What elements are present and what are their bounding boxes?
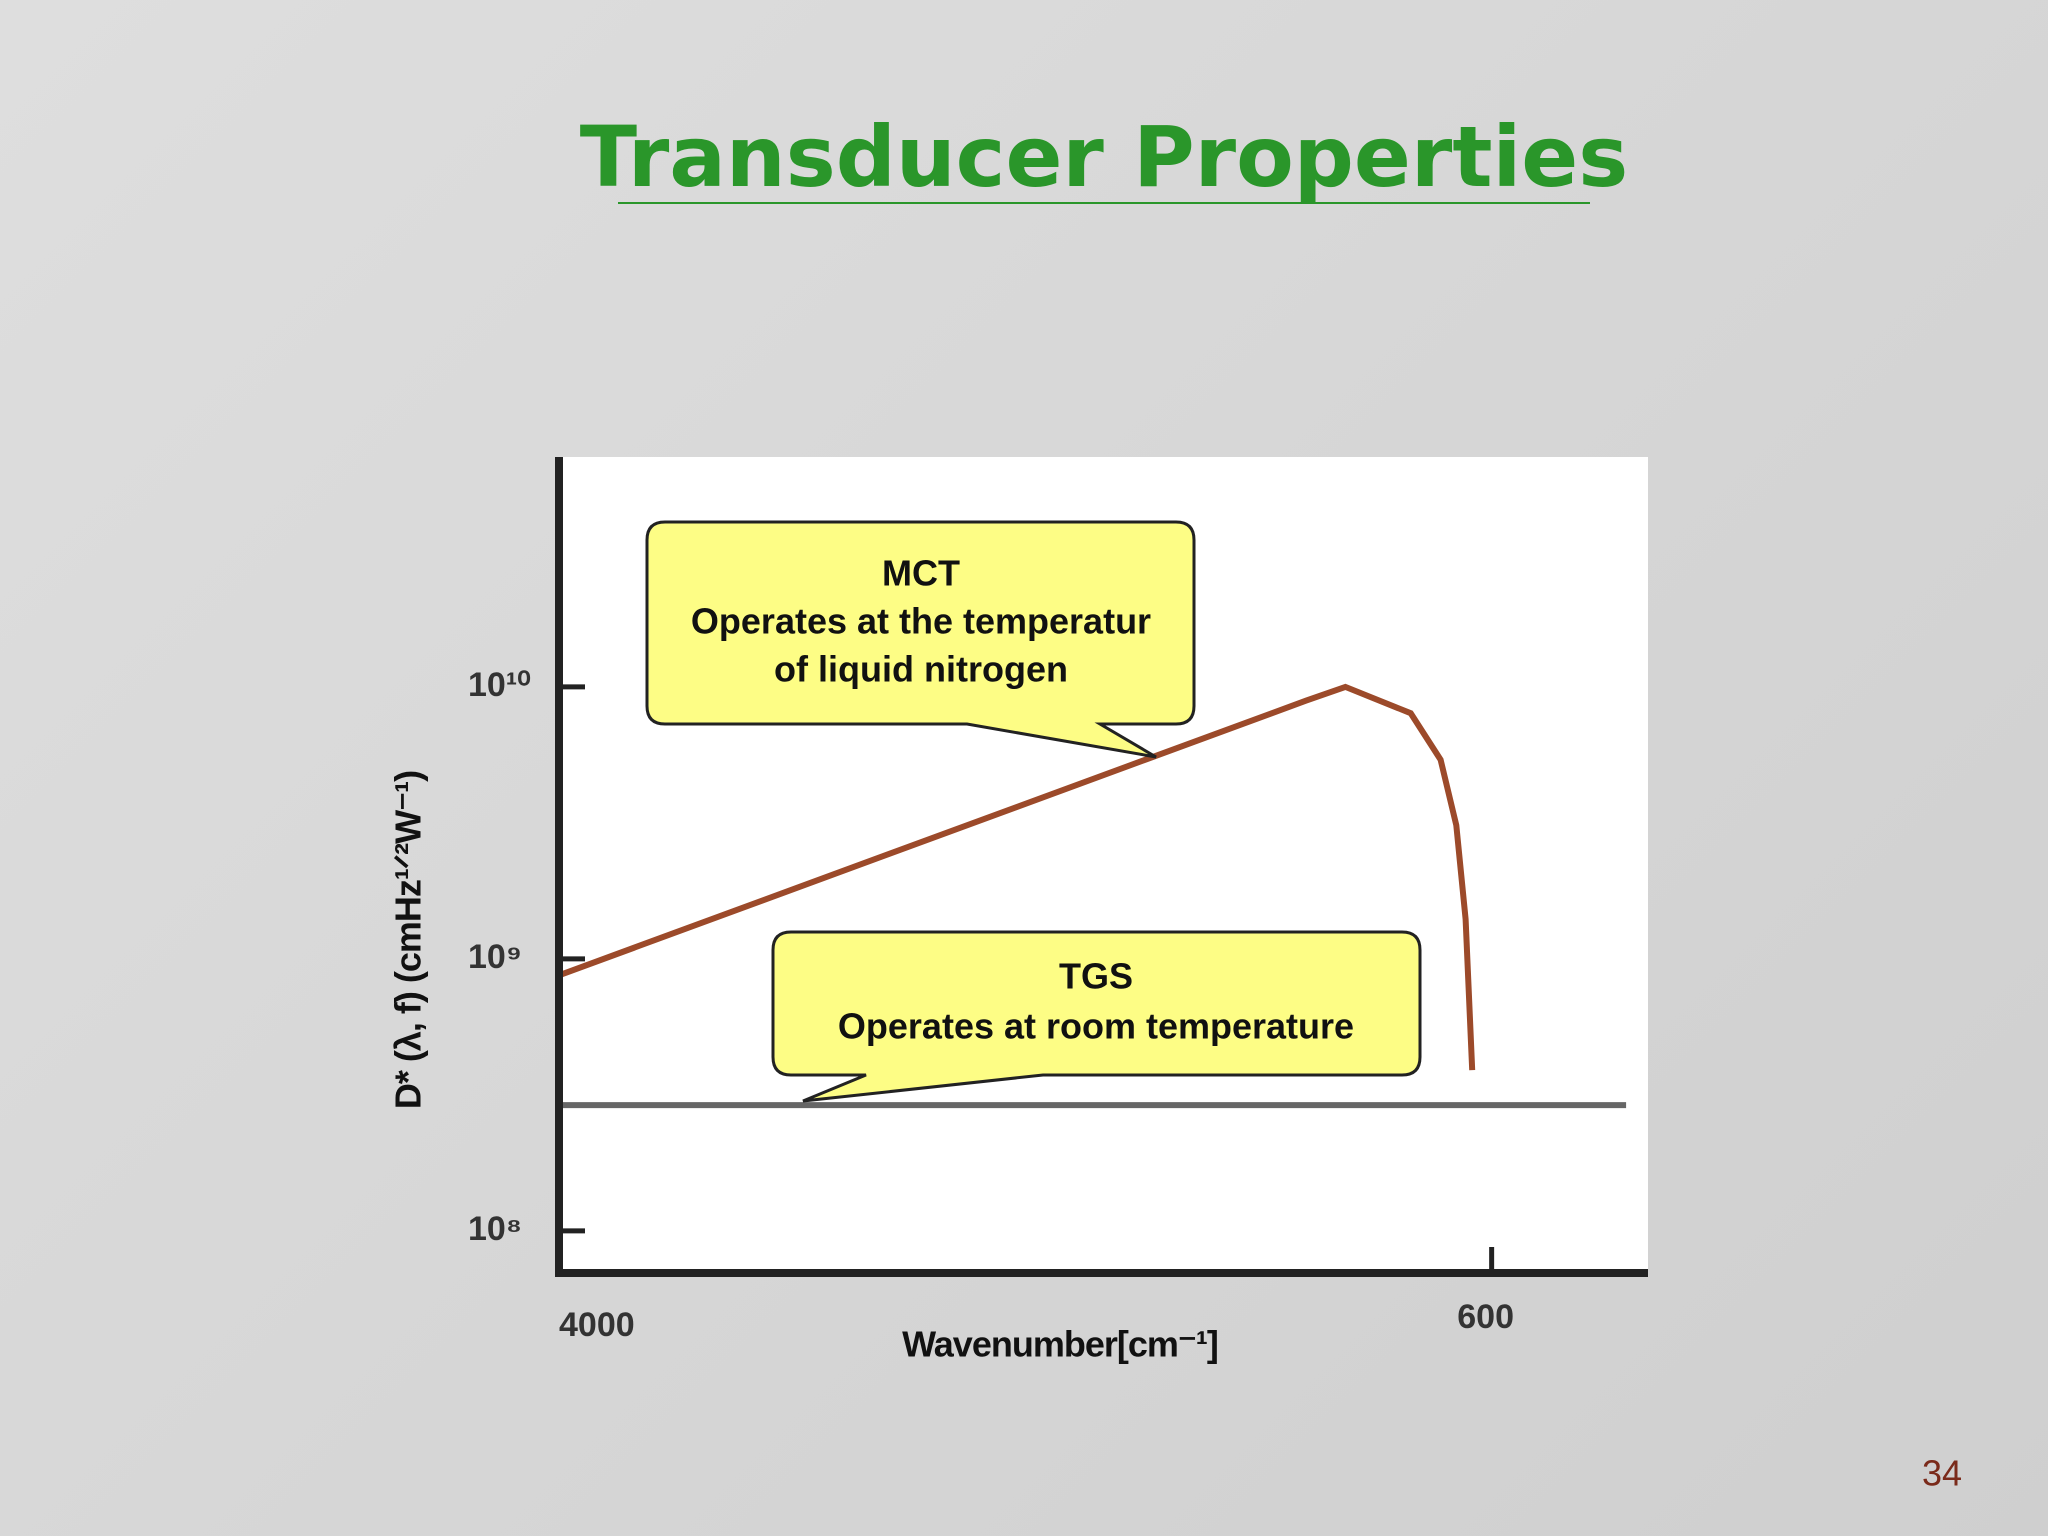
callouts: MCT Operates at the temperatur of liquid n…	[645, 520, 1422, 1103]
mct-callout	[645, 520, 1196, 759]
tgs-callout	[771, 930, 1422, 1103]
annotation-line: Operates at the temperatur	[691, 601, 1151, 642]
annotation-line: of liquid nitrogen	[774, 649, 1068, 690]
annotation-line: MCT	[882, 553, 960, 594]
x-tick-label: 4000	[559, 1306, 635, 1344]
page-number: 34	[1922, 1453, 1962, 1494]
y-tick-label: 10⁸	[468, 1210, 522, 1248]
y-tick-label: 10¹⁰	[468, 666, 531, 704]
y-axis-title: D* (λ, f) (cmHz¹ᐟ²W⁻¹)	[388, 771, 429, 1109]
slide-title: Transducer Properties	[580, 108, 1628, 206]
series-line	[557, 683, 1476, 1071]
annotation-line: Operates at room temperature	[838, 1006, 1354, 1047]
x-tick-label: 600	[1457, 1298, 1514, 1336]
y-tick-label: 10⁹	[468, 938, 522, 976]
plot: 10⁸ 10⁹ 10¹⁰ 4000 600 Wavenumber[cm⁻¹] D* (λ, …	[388, 457, 1648, 1365]
x-axis-title: Wavenumber[cm⁻¹]	[902, 1324, 1218, 1365]
annotation-line: TGS	[1059, 956, 1133, 997]
